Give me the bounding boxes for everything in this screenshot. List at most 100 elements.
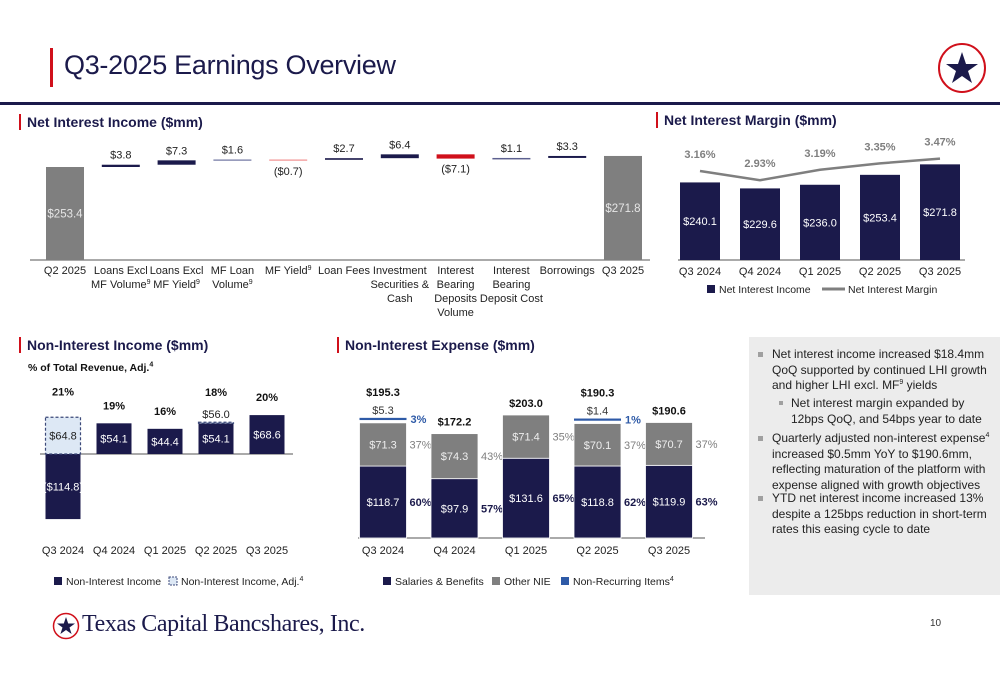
pct-label: 60% [410, 497, 432, 509]
commentary-sub-bullet: Net interest margin expanded by 12bps Qo… [779, 396, 996, 427]
bar-value-label: $71.3 [369, 439, 397, 451]
x-axis-label: Q1 2025 [144, 545, 186, 557]
x-axis-label: Deposit Cost [480, 293, 543, 305]
bullet-text: YTD net interest income increased 13% de… [772, 491, 987, 536]
x-axis-label-text: MF Yield [265, 265, 308, 277]
waterfall-step-bar [380, 154, 419, 159]
bar-value-label: $271.8 [923, 207, 957, 219]
bullet-text: Net interest income increased $18.4mm Qo… [772, 347, 987, 392]
section-accent [337, 337, 339, 353]
bar-value-label: $54.1 [202, 434, 230, 446]
bar-value-label: $68.6 [253, 430, 281, 442]
x-axis-label: Q1 2025 [799, 266, 841, 278]
x-axis-label: Interest [437, 265, 474, 277]
salaries-bar [430, 478, 479, 539]
commentary-panel: Net interest income increased $18.4mm Qo… [749, 337, 1000, 595]
legend-label: Non-Recurring Items4 [573, 576, 674, 588]
other-nie-bar [573, 423, 622, 467]
bar-value-label: ($7.1) [441, 164, 470, 176]
legend-label: Non-Interest Income, Adj.4 [181, 576, 303, 588]
bar-value-label: $97.9 [441, 503, 469, 515]
x-axis-label-text: Volume [437, 307, 474, 319]
header-divider [0, 102, 1000, 105]
x-axis-label-text: MF Volume [91, 279, 147, 291]
x-axis-label: Q4 2024 [739, 266, 781, 278]
x-axis-label: Deposits [434, 293, 477, 305]
x-axis-label-text: Q3 2025 [602, 265, 644, 277]
waterfall-step-bar [213, 159, 252, 161]
nonii-adj-bar [44, 416, 82, 455]
total-label: $190.6 [652, 405, 686, 417]
bullet-text: yields [903, 378, 938, 392]
x-axis-label: Q2 2025 [859, 266, 901, 278]
legend-label: Net Interest Margin [848, 284, 937, 296]
x-axis-label-text: Loans Excl [150, 265, 204, 277]
legend-label: Net Interest Income [719, 284, 811, 296]
footnote-sup: 4 [985, 432, 990, 439]
section-accent [656, 112, 658, 128]
nim-value-label: 3.35% [864, 141, 895, 153]
other-nie-bar [645, 422, 693, 466]
waterfall-step-bar [101, 164, 140, 167]
pct-label: 63% [696, 497, 718, 509]
company-logo-icon [52, 612, 80, 640]
nim-line [699, 157, 941, 182]
legend-swatch-nonii [54, 577, 62, 585]
x-axis-label-text: Investment [373, 265, 427, 277]
waterfall-step-bar [269, 159, 308, 161]
x-axis-label: Q2 2025 [44, 265, 86, 277]
bar-value-label: $71.4 [512, 432, 540, 444]
x-axis-label-text: Bearing [492, 279, 530, 291]
x-axis-label-text: Loan Fees [318, 265, 370, 277]
nim-value-label: 2.93% [744, 158, 775, 170]
nr-value-label: $1.4 [587, 406, 608, 418]
x-axis-label: Q2 2025 [576, 545, 618, 557]
nim-value-label: 3.19% [804, 148, 835, 160]
bar-value-label: $70.1 [584, 440, 612, 452]
bar-value-label: $1.1 [501, 143, 522, 155]
x-axis-label: Securities & [370, 279, 429, 291]
waterfall-step-bar [436, 154, 475, 159]
non-recurring-bar [574, 418, 621, 421]
company-name: Texas Capital Bancshares, Inc. [82, 611, 365, 637]
x-axis-label: Bearing [492, 279, 530, 291]
bar-value-label: $6.4 [389, 139, 410, 151]
bullet-text: increased $0.5mm YoY to $190.6mm, reflec… [772, 446, 986, 492]
x-axis-label-text: Deposits [434, 293, 477, 305]
pct-revenue-label: 19% [103, 400, 125, 412]
pct-revenue-label: 16% [154, 406, 176, 418]
pct-label: 65% [553, 493, 575, 505]
pct-label: 3% [411, 414, 427, 426]
bar-value-label: $44.4 [151, 436, 179, 448]
x-axis-label: MF Loan [211, 265, 254, 277]
x-axis-label-text: Deposit Cost [480, 293, 543, 305]
legend-label: Non-Interest Income [66, 576, 161, 588]
other-nie-bar [430, 433, 479, 480]
nonii-section-title: Non-Interest Income ($mm) [27, 337, 209, 353]
other-nie-bar [359, 422, 407, 467]
waterfall-step-bar [157, 160, 196, 165]
footnote-sup: 9 [899, 379, 904, 386]
bar-value-label: $70.7 [655, 439, 683, 451]
waterfall-step-bar [492, 157, 531, 160]
x-axis-label: Borrowings [540, 265, 596, 277]
waterfall-step-bar [548, 155, 587, 158]
page-number: 10 [930, 618, 942, 629]
total-label: $195.3 [366, 387, 400, 399]
x-axis-label-text: Cash [387, 293, 413, 305]
x-axis-label: Q3 2025 [602, 265, 644, 277]
pct-label: 37% [624, 440, 646, 452]
non-recurring-bar [359, 417, 407, 421]
bar-value-label: $253.4 [47, 209, 83, 221]
x-axis-label: Q3 2024 [679, 266, 721, 278]
nii-bar [800, 184, 840, 260]
total-label: $203.0 [509, 398, 543, 410]
nim-section-title: Net Interest Margin ($mm) [664, 112, 837, 128]
x-axis-label-text: Interest [493, 265, 530, 277]
footnote-sup: 9 [147, 279, 151, 286]
salaries-bar [359, 465, 407, 539]
x-axis-label: MF Yield9 [265, 265, 312, 277]
legend-swatch-nonii-adj [168, 576, 178, 586]
x-axis-label: Loans Excl [94, 265, 148, 277]
